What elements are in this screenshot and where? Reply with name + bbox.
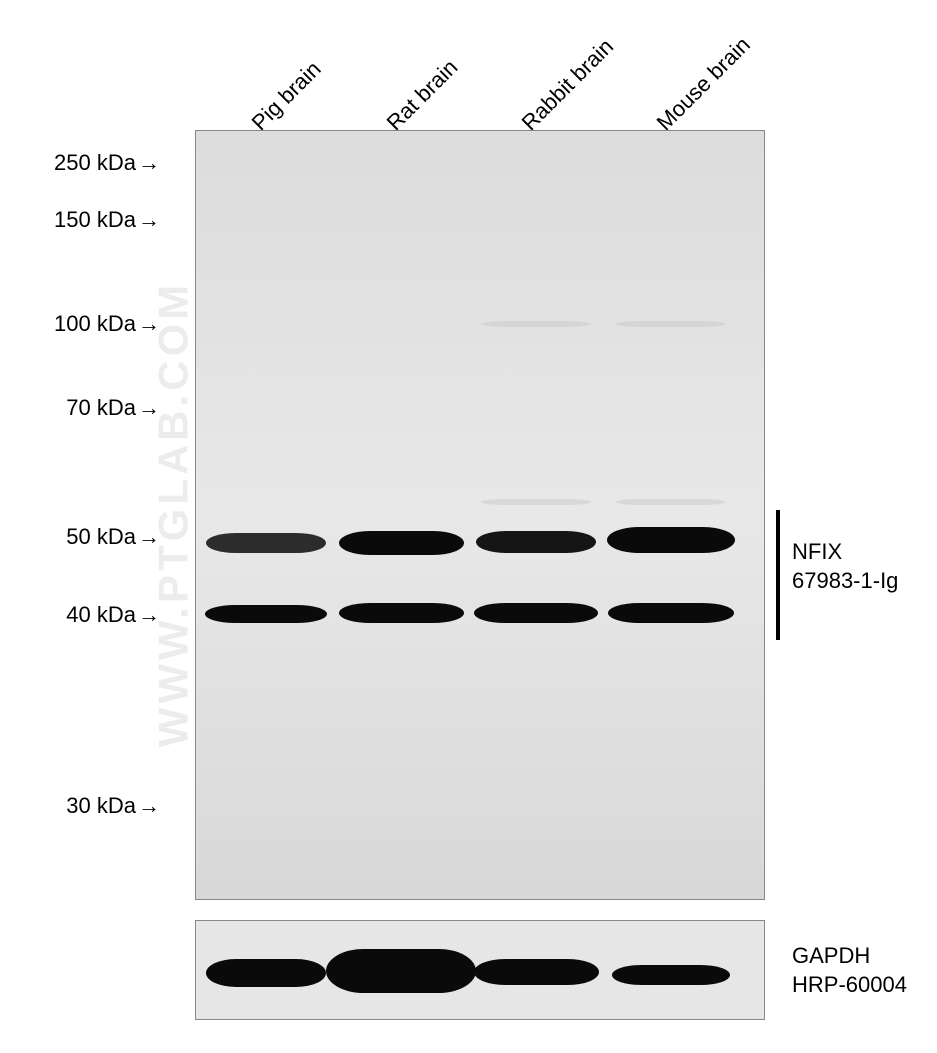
arrow-icon: → <box>138 524 160 550</box>
watermark-text: WWW.PTGLAB.COM <box>149 281 197 748</box>
arrow-icon: → <box>138 207 160 233</box>
arrow-icon: → <box>138 602 160 628</box>
annotation-control: GAPDH HRP-60004 <box>792 942 907 999</box>
blot-band <box>474 959 599 985</box>
mw-marker-70: 70 kDa→ <box>10 395 160 421</box>
annotation-bracket <box>776 510 780 640</box>
blot-band <box>616 499 726 505</box>
blot-band <box>339 603 464 623</box>
blot-band <box>326 949 476 993</box>
blot-band <box>481 499 591 505</box>
blot-band <box>474 603 598 623</box>
arrow-icon: → <box>138 311 160 337</box>
blot-band <box>206 959 326 987</box>
arrow-icon: → <box>138 150 160 176</box>
blot-band <box>481 321 591 327</box>
blot-band <box>206 533 326 553</box>
blot-band <box>607 527 735 553</box>
lane-label-rat: Rat brain <box>382 54 464 136</box>
blot-band <box>612 965 730 985</box>
blot-band <box>339 531 464 555</box>
figure-container: Pig brain Rat brain Rabbit brain Mouse b… <box>0 0 937 1053</box>
western-blot-main <box>195 130 765 900</box>
blot-band <box>205 605 327 623</box>
mw-marker-150: 150 kDa→ <box>10 207 160 233</box>
mw-marker-250: 250 kDa→ <box>10 150 160 176</box>
blot-band <box>608 603 734 623</box>
mw-marker-40: 40 kDa→ <box>10 602 160 628</box>
arrow-icon: → <box>138 793 160 819</box>
lane-label-mouse: Mouse brain <box>652 32 756 136</box>
mw-marker-50: 50 kDa→ <box>10 524 160 550</box>
mw-marker-30: 30 kDa→ <box>10 793 160 819</box>
lane-label-pig: Pig brain <box>247 56 327 136</box>
blot-band <box>616 321 726 327</box>
arrow-icon: → <box>138 395 160 421</box>
annotation-main: NFIX 67983-1-Ig <box>792 538 898 595</box>
western-blot-control <box>195 920 765 1020</box>
blot-band <box>476 531 596 553</box>
mw-marker-100: 100 kDa→ <box>10 311 160 337</box>
lane-label-rabbit: Rabbit brain <box>517 34 619 136</box>
